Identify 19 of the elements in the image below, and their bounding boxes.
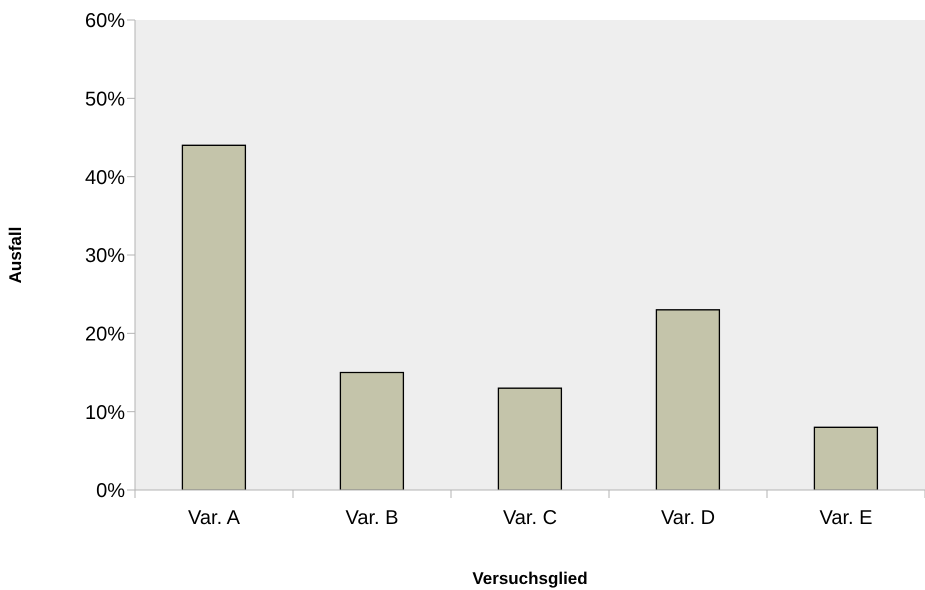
x-tick-label: Var. B: [346, 507, 398, 529]
y-tick-label: 0%: [96, 480, 126, 502]
y-tick-label: 60%: [84, 10, 126, 32]
x-tick-label: Var. C: [502, 507, 558, 529]
y-tick-label: 20%: [84, 323, 126, 346]
bar: [814, 426, 878, 490]
bar: [182, 144, 246, 490]
bar: [498, 388, 562, 490]
y-tick-label: 40%: [84, 166, 126, 189]
y-tick-label: 10%: [84, 402, 126, 424]
bar: [340, 372, 404, 490]
y-tick-label: 50%: [84, 88, 126, 110]
x-tick-label: Var. A: [188, 507, 241, 529]
bar: [656, 309, 720, 490]
x-tick-label: Var. E: [820, 507, 872, 529]
x-tick-label: Var. D: [660, 507, 716, 529]
y-tick-label: 30%: [84, 245, 126, 268]
x-axis-title: Versuchsglied: [472, 569, 588, 588]
y-axis-title: Ausfall: [6, 226, 26, 284]
